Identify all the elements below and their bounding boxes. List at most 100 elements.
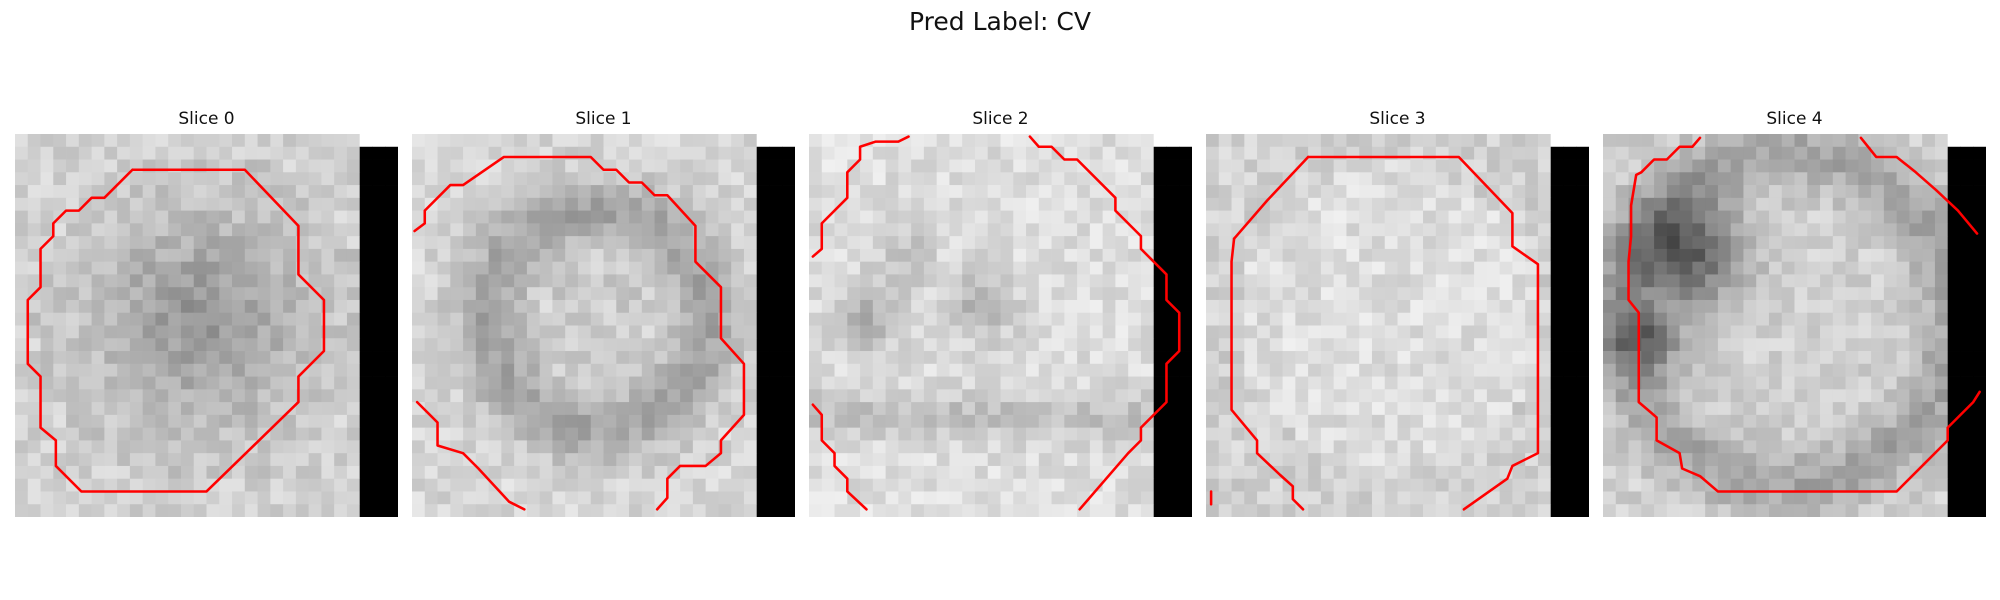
image-pixel xyxy=(1435,312,1449,326)
image-pixel xyxy=(40,465,54,480)
image-pixel xyxy=(270,465,284,480)
image-pixel xyxy=(78,236,92,250)
image-pixel xyxy=(1333,134,1347,148)
image-pixel xyxy=(667,146,681,160)
image-pixel xyxy=(974,491,989,505)
image-pixel xyxy=(1128,261,1142,275)
image-pixel xyxy=(692,338,707,352)
image-pixel xyxy=(78,146,92,160)
image-pixel xyxy=(718,478,732,492)
image-pixel xyxy=(987,376,1001,390)
image-pixel xyxy=(1371,376,1386,390)
image-pixel xyxy=(1435,504,1449,517)
image-pixel xyxy=(1371,453,1386,467)
image-pixel xyxy=(629,478,643,492)
image-pixel xyxy=(1410,261,1424,275)
image-pixel xyxy=(974,134,989,148)
image-pixel xyxy=(1525,197,1539,211)
image-pixel xyxy=(257,236,271,250)
image-pixel xyxy=(923,453,938,467)
image-pixel xyxy=(1947,236,1961,250)
image-pixel xyxy=(1013,376,1027,390)
image-pixel xyxy=(974,274,989,288)
image-pixel xyxy=(1832,414,1846,429)
image-pixel xyxy=(168,376,182,390)
image-pixel xyxy=(705,440,719,454)
image-pixel xyxy=(1845,236,1859,250)
image-pixel xyxy=(1257,440,1271,454)
image-pixel xyxy=(1435,427,1449,441)
image-pixel xyxy=(78,261,92,275)
image-pixel xyxy=(1410,453,1424,467)
image-pixel xyxy=(809,287,823,301)
image-pixel xyxy=(1512,325,1526,339)
image-pixel xyxy=(731,376,745,390)
image-pixel xyxy=(1102,338,1116,352)
image-pixel xyxy=(27,338,41,352)
image-pixel xyxy=(1960,146,1974,160)
image-pixel xyxy=(1743,325,1757,339)
image-pixel xyxy=(731,325,745,339)
image-pixel xyxy=(1603,172,1617,186)
image-pixel xyxy=(782,299,795,314)
image-pixel xyxy=(872,427,886,441)
image-pixel xyxy=(1883,453,1898,467)
image-pixel xyxy=(860,440,874,454)
image-pixel xyxy=(1832,478,1846,492)
image-pixel xyxy=(1922,159,1936,173)
image-pixel xyxy=(1615,197,1629,211)
image-pixel xyxy=(450,146,464,160)
image-pixel xyxy=(847,389,861,403)
image-pixel xyxy=(1269,338,1283,352)
image-pixel xyxy=(129,363,144,377)
image-pixel xyxy=(450,159,464,173)
image-pixel xyxy=(206,491,220,505)
image-pixel xyxy=(809,453,823,467)
image-pixel xyxy=(1206,453,1220,467)
image-pixel xyxy=(1140,236,1155,250)
image-pixel xyxy=(1218,440,1232,454)
image-pixel xyxy=(1794,453,1808,467)
image-pixel xyxy=(91,261,105,275)
image-pixel xyxy=(1717,146,1732,160)
image-pixel xyxy=(180,351,195,365)
image-pixel xyxy=(898,223,912,237)
image-pixel xyxy=(654,351,668,365)
image-pixel xyxy=(1692,351,1706,365)
image-pixel xyxy=(1257,325,1271,339)
image-pixel xyxy=(1077,325,1091,339)
image-pixel xyxy=(1244,351,1258,365)
image-pixel xyxy=(885,197,899,211)
image-pixel xyxy=(667,453,681,467)
image-pixel xyxy=(1896,185,1910,199)
image-pixel xyxy=(1947,159,1961,173)
image-pixel xyxy=(1128,363,1142,377)
image-pixel xyxy=(1346,197,1360,211)
image-pixel xyxy=(1654,197,1668,211)
image-pixel xyxy=(1359,159,1373,173)
image-pixel xyxy=(1038,376,1052,390)
image-pixel xyxy=(1576,261,1589,275)
image-pixel xyxy=(1282,402,1296,416)
image-pixel xyxy=(705,491,719,505)
image-pixel xyxy=(1000,236,1014,250)
image-pixel xyxy=(885,172,899,186)
image-pixel xyxy=(1845,351,1859,365)
image-pixel xyxy=(911,197,925,211)
image-pixel xyxy=(1666,402,1680,416)
image-pixel xyxy=(911,376,925,390)
image-pixel xyxy=(1832,440,1846,454)
image-pixel xyxy=(1231,146,1245,160)
image-pixel xyxy=(91,376,105,390)
image-pixel xyxy=(1794,312,1808,326)
image-pixel xyxy=(1781,325,1795,339)
image-pixel xyxy=(1654,389,1668,403)
image-pixel xyxy=(1537,504,1552,517)
image-pixel xyxy=(180,223,195,237)
image-pixel xyxy=(629,465,643,480)
image-pixel xyxy=(898,351,912,365)
image-pixel xyxy=(1820,402,1834,416)
image-pixel xyxy=(1474,351,1488,365)
image-pixel xyxy=(1858,236,1872,250)
image-pixel xyxy=(1206,491,1220,505)
